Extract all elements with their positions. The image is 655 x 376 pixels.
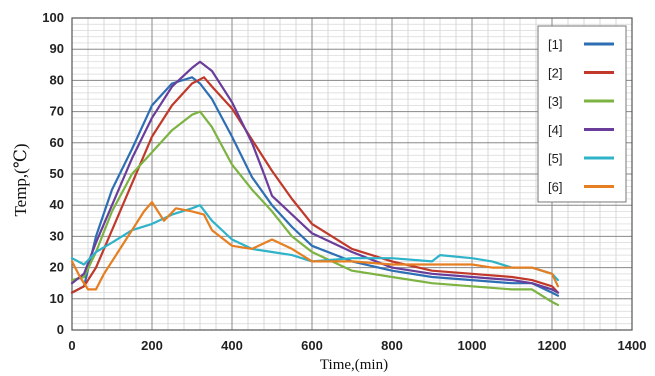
y-tick-label: 10 xyxy=(50,291,64,306)
legend-label-2: [2] xyxy=(548,66,562,81)
x-tick-label: 600 xyxy=(301,338,323,353)
series-line-1 xyxy=(70,76,560,297)
x-tick-label: 1200 xyxy=(538,338,567,353)
chart-tick-labels: 0 200 400 600 800 1000 1200 1400 0 10 20 30 40 50 60 70… xyxy=(42,10,646,353)
series-line-6 xyxy=(70,201,560,291)
y-tick-label: 70 xyxy=(50,104,64,119)
y-tick-label: 30 xyxy=(50,228,64,243)
x-tick-label: 200 xyxy=(141,338,163,353)
legend-label-4: [4] xyxy=(548,123,562,138)
legend-label-6: [6] xyxy=(548,180,562,195)
y-tick-label: 80 xyxy=(50,72,64,87)
x-tick-label: 400 xyxy=(221,338,243,353)
y-tick-label: 100 xyxy=(42,10,64,25)
x-tick-label: 1400 xyxy=(618,338,647,353)
chart-legend: [1] [2] [3] [4] [5] [6] xyxy=(537,25,627,203)
x-tick-label: 1000 xyxy=(458,338,487,353)
y-tick-label: 0 xyxy=(57,322,64,337)
series-line-3 xyxy=(70,110,560,307)
x-axis-title: Time,(min) xyxy=(320,357,388,373)
series-line-4 xyxy=(70,60,560,294)
legend-label-5: [5] xyxy=(548,151,562,166)
chart-series-group xyxy=(70,60,560,307)
legend-label-1: [1] xyxy=(548,37,562,52)
y-tick-label: 90 xyxy=(50,41,64,56)
y-tick-label: 60 xyxy=(50,135,64,150)
series-line-2 xyxy=(70,76,560,294)
plot-border xyxy=(71,17,633,331)
y-tick-label: 40 xyxy=(50,197,64,212)
y-tick-label: 50 xyxy=(50,166,64,181)
y-tick-label: 20 xyxy=(50,260,64,275)
legend-box xyxy=(537,25,627,203)
legend-label-3: [3] xyxy=(548,94,562,109)
x-tick-label: 0 xyxy=(68,338,75,353)
y-axis-title: Temp,(℃) xyxy=(11,143,30,216)
x-tick-label: 800 xyxy=(381,338,403,353)
